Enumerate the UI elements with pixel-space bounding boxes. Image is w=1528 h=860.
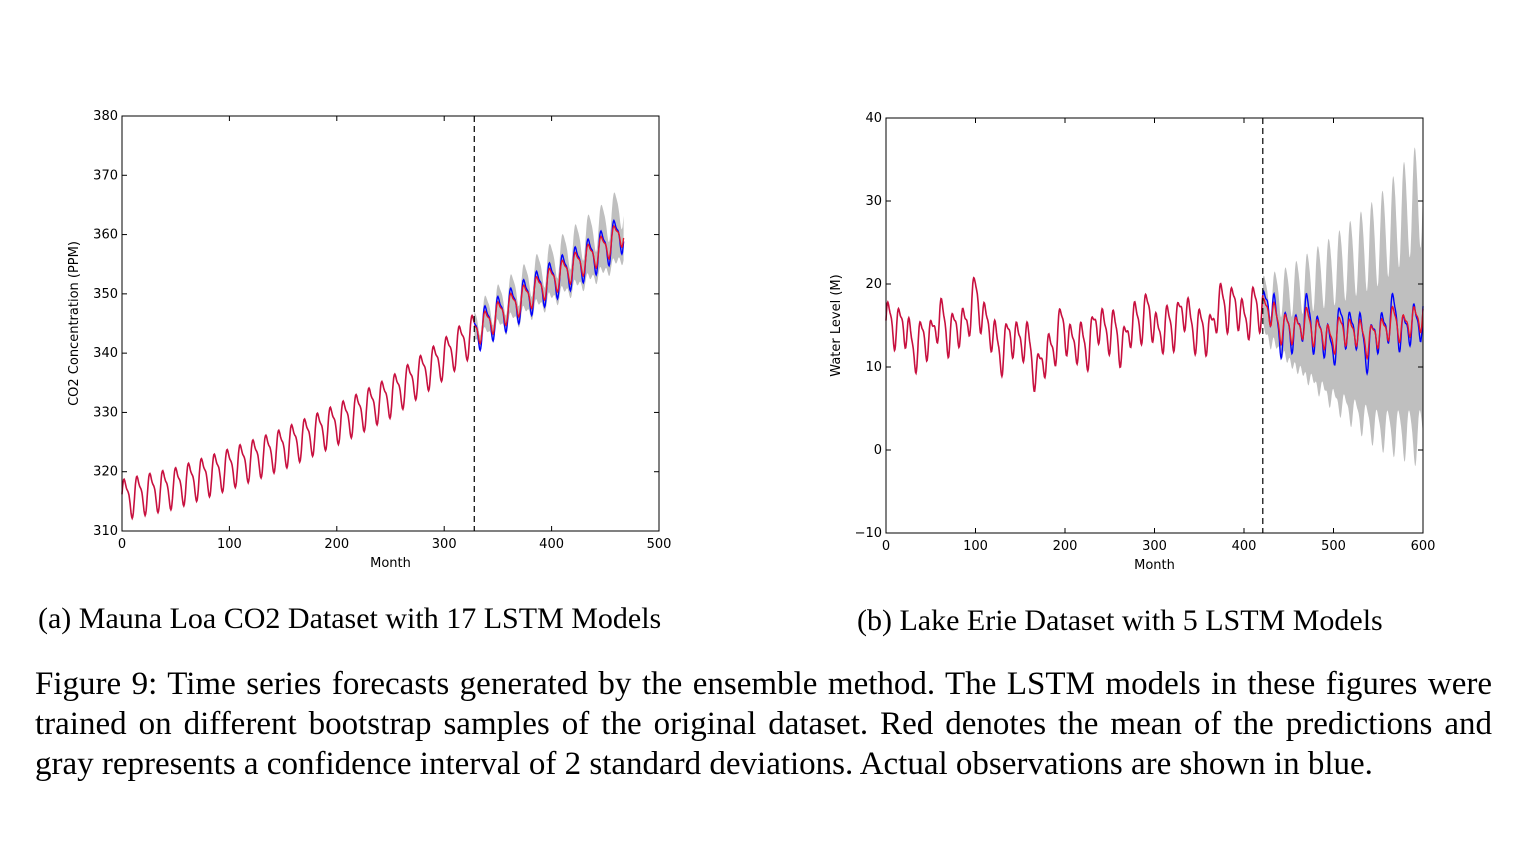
x-tick-label: 200 (1053, 539, 1078, 554)
x-tick-label: 0 (882, 539, 890, 554)
history-series-line (885, 276, 1264, 393)
chart-b: 0 100 200 300 400 500 600−10010203040MonthWate… (829, 111, 1436, 573)
y-tick-label: 310 (93, 524, 118, 539)
y-tick-label: 30 (865, 194, 882, 209)
y-tick-label: 350 (93, 287, 118, 302)
y-axis-title: Water Level (M) (829, 274, 844, 376)
y-axis-title: CO2 Concentration (PPM) (67, 241, 82, 406)
y-tick-label: 20 (865, 277, 882, 292)
history-series-line (121, 314, 476, 521)
y-tick-label: 360 (93, 228, 118, 243)
confidence-band (1262, 147, 1423, 467)
y-tick-label: −10 (855, 526, 882, 541)
x-tick-label: 400 (539, 537, 564, 552)
y-tick-label: 40 (865, 111, 882, 126)
x-tick-label: 100 (217, 537, 242, 552)
mean-prediction-line (1262, 297, 1424, 361)
x-tick-label: 500 (647, 537, 672, 552)
chart-a: 0 100 200 300 400 500 310 320 330 340 350 360 370 380… (67, 109, 672, 571)
x-axis-title: Month (370, 556, 411, 571)
x-tick-label: 600 (1411, 539, 1436, 554)
x-tick-label: 100 (963, 539, 988, 554)
y-tick-label: 340 (93, 346, 118, 361)
y-tick-label: 10 (865, 360, 882, 375)
subcaption-b: (b) Lake Erie Dataset with 5 LSTM Models (857, 604, 1383, 637)
x-tick-label: 200 (324, 537, 349, 552)
x-tick-label: 300 (1142, 539, 1167, 554)
plot-frame (121, 115, 660, 532)
y-tick-label: 370 (93, 168, 118, 183)
y-tick-label: 320 (93, 465, 118, 480)
y-tick-label: 330 (93, 405, 118, 420)
mean-prediction-line (473, 224, 625, 345)
subcaption-a: (a) Mauna Loa CO2 Dataset with 17 LSTM M… (38, 602, 662, 635)
figure-caption: Figure 9: Time series forecasts generate… (35, 666, 1492, 782)
x-tick-label: 0 (118, 537, 126, 552)
y-tick-label: 380 (93, 109, 118, 124)
y-tick-label: 0 (874, 443, 882, 458)
x-tick-label: 500 (1321, 539, 1346, 554)
x-tick-label: 300 (432, 537, 457, 552)
x-axis-title: Month (1134, 558, 1175, 573)
x-tick-label: 400 (1232, 539, 1257, 554)
